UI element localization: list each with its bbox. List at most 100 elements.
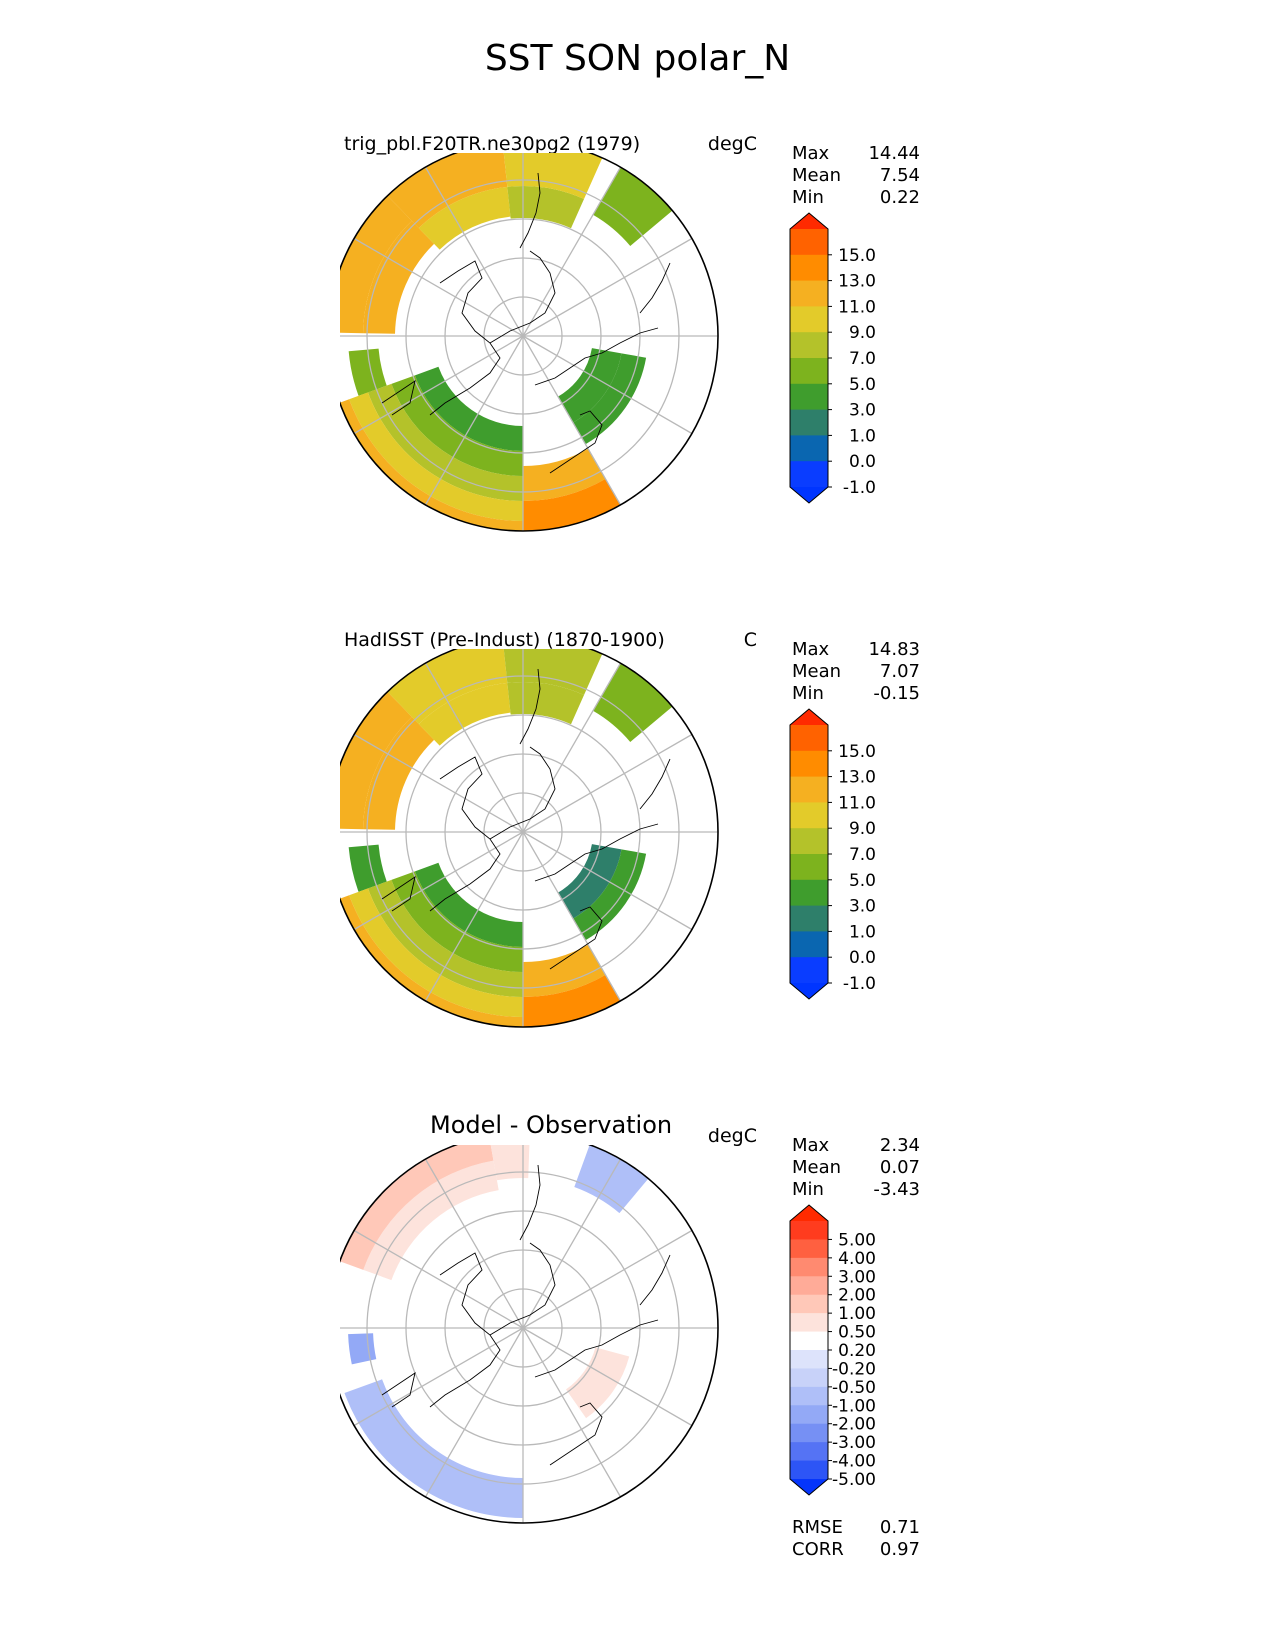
colorbar-tick-label: 5.00 [838, 1230, 876, 1250]
sst-band [382, 1369, 523, 1478]
colorbar-tick-label: 15.0 [838, 742, 876, 762]
sst-band [363, 220, 435, 334]
colorbar-tick-label: 4.00 [838, 1249, 876, 1269]
stat-label: CORR [792, 1539, 844, 1560]
stat-label: Mean [792, 1157, 842, 1178]
stat-value: -3.43 [873, 1179, 920, 1200]
coastline [381, 380, 416, 416]
colorbar-tick-label: 2.00 [838, 1286, 876, 1306]
colorbar-segment [790, 1405, 828, 1425]
colorbar-segment [790, 1239, 828, 1259]
coastline [549, 906, 603, 970]
colorbar-segment [790, 332, 828, 359]
coastline [429, 756, 501, 912]
meridian-line [353, 237, 524, 337]
coastline [639, 758, 671, 810]
sst-band [340, 195, 412, 334]
meridian-line [424, 1158, 524, 1329]
stat-value: 7.54 [879, 165, 920, 186]
sst-band [348, 348, 387, 396]
colorbar-tick-label: 15.0 [838, 246, 876, 266]
polar-map [340, 153, 719, 532]
colorbar-extend-bottom [790, 983, 828, 999]
colorbar-tick-label: 1.00 [838, 1304, 876, 1324]
stat-value: -0.15 [873, 683, 920, 704]
colorbar-segment [790, 828, 828, 855]
panel-units: degC [707, 133, 757, 155]
colorbar-segment [790, 409, 828, 436]
colorbar-segment [790, 461, 828, 488]
sst-band [418, 186, 511, 250]
coastline [549, 410, 603, 474]
colorbar-tick-label: 3.0 [849, 401, 876, 421]
colorbar-segment [790, 725, 828, 752]
coastline [639, 1254, 671, 1306]
colorbar-segment [790, 1313, 828, 1333]
sst-band [593, 663, 673, 743]
coastline [519, 172, 541, 249]
sst-band [363, 716, 435, 830]
colorbar-segment [790, 776, 828, 803]
sst-band [367, 383, 523, 501]
stat-value: 0.71 [879, 1517, 920, 1538]
coastline [519, 668, 541, 745]
sst-band [566, 1347, 630, 1419]
stats-rmse-corr: RMSE 0.71 CORR 0.97 [792, 1517, 920, 1561]
coastline [489, 1242, 556, 1336]
colorbar-extend-top [790, 1205, 828, 1221]
coastline [639, 262, 671, 314]
stat-label: Min [792, 1179, 824, 1200]
colorbar-extend-top [790, 213, 828, 229]
colorbar-tick-label: 5.0 [849, 871, 876, 891]
colorbar-segment [790, 1386, 828, 1406]
sst-band [387, 153, 508, 229]
sst-band [558, 844, 622, 919]
colorbar-segment [790, 957, 828, 984]
meridian-line [353, 335, 524, 435]
sst-band [367, 879, 523, 997]
meridian-line [424, 1327, 524, 1498]
panel-title: Model - Observation [430, 1111, 673, 1139]
colorbar-segment [790, 1350, 828, 1369]
meridian-line [522, 237, 693, 337]
colorbar-tick-label: 11.0 [838, 793, 876, 813]
colorbar-segment [790, 802, 828, 829]
coastline [429, 1252, 501, 1408]
colorbar: 15.0 13.0 11.0 9.0 7.0 5.0 3.0 1.0 0.0 -1.0 [789, 212, 876, 504]
stat-value: 2.34 [879, 1135, 920, 1156]
stat-label: Mean [792, 661, 842, 682]
stat-label: Min [792, 187, 824, 208]
coastline [534, 823, 659, 882]
meridian-line [424, 335, 524, 506]
sst-band [523, 944, 606, 997]
colorbar-segment [790, 1423, 828, 1443]
coastline [489, 250, 556, 344]
coastline [381, 876, 416, 912]
sst-band [574, 1145, 649, 1214]
stat-value: 0.22 [879, 187, 920, 208]
coastline [534, 1319, 659, 1378]
sst-band [344, 1379, 523, 1518]
meridian-line [424, 831, 524, 1002]
sst-band [340, 399, 523, 531]
colorbar-segment [790, 229, 828, 256]
sst-band [523, 448, 606, 501]
stat-label: RMSE [792, 1517, 843, 1538]
panel-title: HadISST (Pre-Indust) (1870-1900) [344, 629, 665, 651]
sst-band [391, 375, 523, 476]
colorbar-segment [790, 905, 828, 932]
meridian-line [522, 335, 693, 435]
colorbar-tick-label: 13.0 [838, 768, 876, 788]
colorbar-segment [790, 1294, 828, 1314]
stat-label: Max [792, 639, 830, 660]
colorbar-tick-label: -4.00 [832, 1452, 876, 1472]
colorbar-segment [790, 854, 828, 881]
meridian-line [424, 166, 524, 337]
stat-label: Mean [792, 165, 842, 186]
sst-band [340, 1145, 494, 1270]
panel-model: trig_pbl.F20TR.ne30pg2 (1979) degC Max 14… [0, 133, 1275, 613]
sst-band [507, 186, 585, 229]
stat-value: 0.07 [879, 1157, 920, 1178]
sst-band [573, 353, 647, 445]
sst-band [387, 649, 508, 725]
